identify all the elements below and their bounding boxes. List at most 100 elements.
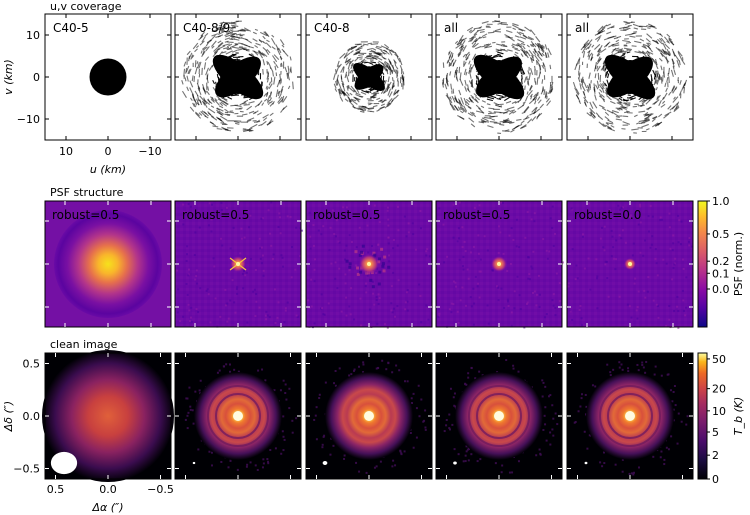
psf-speckle	[507, 304, 510, 307]
uv-track	[254, 44, 259, 49]
psf-speckle	[554, 314, 557, 317]
uv-track	[549, 87, 553, 94]
psf-speckle	[684, 314, 687, 317]
noise-speck	[262, 462, 265, 465]
uv-track	[385, 68, 389, 72]
noise-speck	[385, 368, 388, 371]
uv-track	[484, 45, 492, 49]
uv-track	[258, 51, 264, 59]
psf-speckle	[348, 234, 351, 237]
uv-track	[394, 60, 397, 67]
psf-speckle	[618, 234, 621, 237]
uv-track	[366, 47, 373, 51]
uv-track	[387, 76, 390, 83]
psf-speckle	[678, 219, 681, 222]
noise-speck	[288, 407, 291, 410]
uv-track	[239, 101, 247, 106]
psf-speckle	[674, 257, 677, 260]
psf-speckle	[278, 212, 281, 215]
psf-speckle	[394, 315, 397, 318]
noise-speck	[599, 461, 602, 464]
psf-speckle	[234, 311, 237, 314]
psf-speckle	[331, 209, 334, 212]
uv-track	[370, 43, 379, 46]
psf-peak	[497, 262, 501, 266]
uv-track	[262, 117, 268, 122]
noise-speck	[249, 461, 252, 464]
psf-speckle	[615, 258, 618, 261]
uv-track	[242, 47, 248, 51]
uv-track	[346, 58, 352, 63]
uv-track	[491, 55, 498, 59]
psf-speckle	[350, 287, 353, 290]
psf-sidelobe-speck	[377, 282, 381, 286]
psf-speckle	[548, 250, 551, 253]
uv-track	[468, 69, 471, 74]
uv-track	[647, 54, 654, 61]
psf-speckle	[207, 293, 210, 296]
psf-speckle	[535, 293, 538, 296]
uv-track	[594, 31, 601, 36]
psf-speckle	[375, 298, 378, 301]
uv-track	[207, 112, 215, 118]
uv-track	[350, 45, 358, 51]
uv-track	[257, 50, 263, 56]
uv-track	[671, 102, 678, 110]
uv-track	[523, 49, 529, 54]
uv-track	[575, 58, 580, 66]
uv-track	[371, 56, 378, 60]
psf-speckle	[519, 308, 522, 311]
uv-track	[194, 90, 199, 97]
uv-track	[513, 124, 520, 130]
uv-track	[454, 97, 458, 103]
uv-track	[494, 19, 501, 23]
uv-track	[199, 95, 206, 103]
uv-track	[273, 54, 280, 61]
noise-speck	[552, 417, 555, 420]
uv-track	[542, 62, 546, 68]
psf-speckle	[176, 311, 179, 314]
uv-track	[359, 58, 366, 64]
psf-speckle	[668, 318, 671, 321]
panel-label: robust=0.5	[313, 208, 380, 222]
psf-speckle	[464, 304, 467, 307]
uv-track	[371, 92, 380, 95]
uv-track	[646, 33, 653, 39]
psf-speckle	[183, 210, 186, 213]
uv-track	[656, 95, 659, 99]
psf-speckle	[266, 314, 269, 317]
noise-speck	[330, 437, 333, 440]
uv-track	[281, 48, 285, 53]
uv-track	[543, 89, 546, 96]
noise-speck	[653, 373, 656, 376]
uv-track	[480, 105, 485, 109]
psf-sidelobe-speck	[381, 262, 385, 266]
uv-track	[275, 44, 280, 51]
uv-track	[607, 73, 610, 79]
noise-speck	[329, 453, 332, 456]
uv-track	[675, 101, 680, 110]
noise-speck	[641, 363, 644, 366]
uv-track	[225, 50, 233, 55]
uv-track	[342, 91, 349, 97]
uv-track	[453, 104, 460, 112]
noise-speck	[663, 463, 666, 466]
psf-speckle	[375, 295, 378, 298]
uv-track	[198, 61, 202, 69]
uv-track	[527, 118, 533, 124]
uv-track	[575, 88, 580, 95]
uv-track	[200, 111, 207, 118]
disk-gap	[468, 385, 530, 447]
uv-track	[469, 111, 477, 118]
psf-speckle	[531, 267, 534, 270]
uv-track	[477, 76, 480, 82]
psf-speckle	[654, 248, 657, 251]
uv-track	[489, 121, 498, 123]
noise-speck	[660, 374, 663, 377]
psf-speckle	[419, 294, 422, 297]
uv-track	[524, 26, 532, 32]
uv-track	[536, 112, 543, 118]
uv-track	[623, 21, 628, 23]
noise-speck	[542, 381, 545, 384]
uv-track	[490, 95, 497, 99]
